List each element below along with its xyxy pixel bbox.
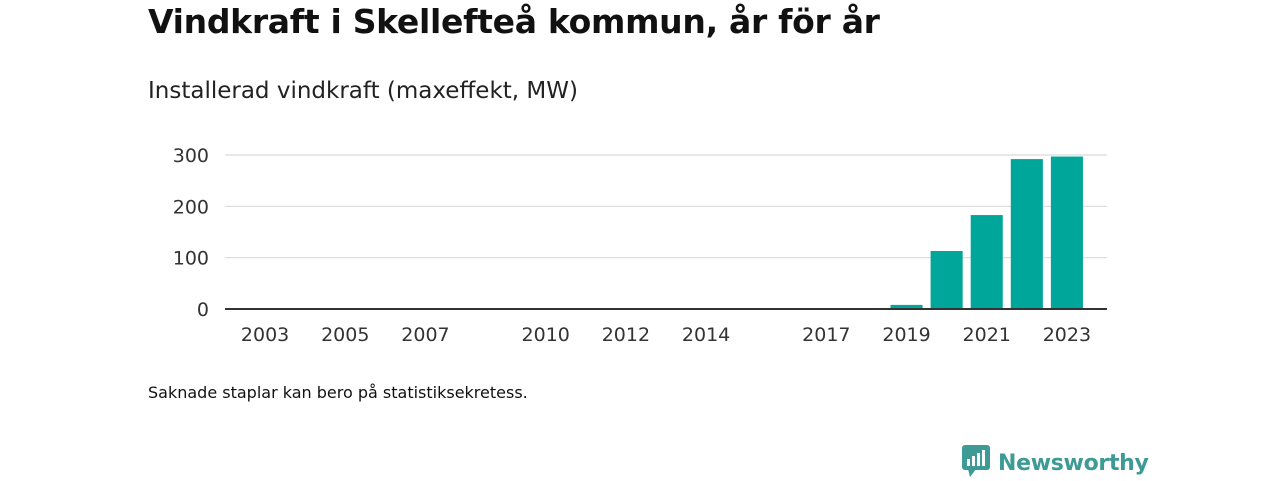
bar-2022 [1010, 159, 1043, 309]
bar-2020 [930, 250, 963, 309]
x-tick-label: 2023 [1043, 324, 1091, 346]
x-tick-label: 2021 [963, 324, 1011, 346]
x-tick-label: 2007 [401, 324, 449, 346]
bar-2021 [970, 215, 1003, 309]
bar-2023 [1050, 156, 1083, 309]
x-axis-labels: 2003 2005 2007 2010 2012 2014 2017 2019 2021 2023 [241, 324, 1091, 346]
newsworthy-logo[interactable]: Newsworthy [962, 445, 1149, 481]
y-tick-label: 200 [173, 196, 209, 218]
y-tick-label: 0 [197, 299, 209, 321]
y-tick-label: 100 [173, 248, 209, 270]
brand-name: Newsworthy [998, 450, 1149, 476]
x-tick-label: 2017 [802, 324, 850, 346]
y-axis-labels: 0 100 200 300 [173, 145, 209, 321]
chart-speech-bubble-icon [962, 445, 990, 481]
x-tick-label: 2019 [882, 324, 930, 346]
chart-subtitle: Installerad vindkraft (maxeffekt, MW) [148, 78, 578, 104]
x-tick-label: 2003 [241, 324, 289, 346]
bar-2019 [890, 304, 923, 309]
footnote: Saknade staplar kan bero på statistiksek… [148, 383, 528, 402]
y-tick-label: 300 [173, 145, 209, 167]
chart-title: Vindkraft i Skellefteå kommun, år för år [148, 2, 880, 41]
x-tick-label: 2014 [682, 324, 730, 346]
x-tick-label: 2010 [522, 324, 570, 346]
bars [890, 156, 1083, 309]
x-tick-label: 2005 [321, 324, 369, 346]
x-tick-label: 2012 [602, 324, 650, 346]
